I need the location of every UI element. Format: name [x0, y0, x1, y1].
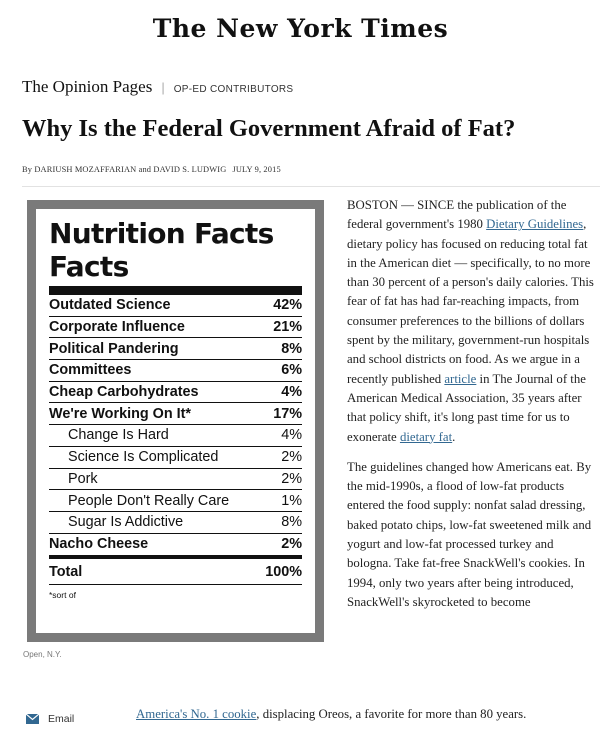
- section-header: The Opinion Pages | OP-ED CONTRIBUTORS: [22, 77, 293, 97]
- label-row: Cheap Carbohydrates 4%: [49, 382, 302, 404]
- envelope-icon: [26, 714, 39, 724]
- row-name: Sugar Is Addictive: [68, 514, 184, 531]
- label-row: Nacho Cheese 2%: [49, 534, 302, 556]
- label-thick-rule: [49, 286, 302, 295]
- label-row: Political Pandering 8%: [49, 338, 302, 361]
- paragraph-text: .: [452, 429, 456, 444]
- row-value: 4%: [281, 384, 302, 401]
- row-name: Nacho Cheese: [49, 536, 149, 553]
- paragraph-text: , dietary policy has focused on reducing…: [347, 217, 594, 386]
- label-subrow: People Don't Really Care 1%: [49, 490, 302, 512]
- row-value: 6%: [281, 362, 302, 379]
- label-title-line1: Nutrition Facts: [49, 217, 274, 250]
- article-headline: Why Is the Federal Government Afraid of …: [22, 115, 516, 142]
- masthead-logo[interactable]: The New York Times: [152, 14, 449, 43]
- label-total-row: Total 100%: [49, 559, 302, 586]
- label-title-line2: Facts: [49, 250, 129, 283]
- label-subrow: Sugar Is Addictive 8%: [49, 512, 302, 534]
- label-title: Nutrition Facts Facts: [49, 217, 302, 283]
- row-name: Change Is Hard: [68, 427, 169, 444]
- label-medium-rule: [49, 555, 302, 560]
- image-credit: Open, N.Y.: [23, 650, 62, 659]
- label-subrow: Change Is Hard 4%: [49, 425, 302, 447]
- row-name: Political Pandering: [49, 340, 179, 357]
- row-value: 1%: [281, 492, 302, 509]
- article-body: BOSTON — SINCE the publication of the fe…: [347, 196, 595, 623]
- section-title-link[interactable]: The Opinion Pages: [22, 77, 153, 96]
- total-label: Total: [49, 563, 83, 580]
- row-value: 4%: [281, 427, 302, 444]
- row-value: 8%: [281, 514, 302, 531]
- byline-date: JULY 9, 2015: [232, 165, 281, 174]
- no1-cookie-link[interactable]: America's No. 1 cookie: [136, 707, 257, 721]
- row-value: 17%: [273, 405, 302, 422]
- paragraph-text: BOSTON — SINCE the publication of the fe…: [347, 198, 567, 232]
- label-row: We're Working On It* 17%: [49, 403, 302, 426]
- label-row: Outdated Science 42%: [49, 295, 302, 317]
- label-row: Corporate Influence 21%: [49, 317, 302, 339]
- label-subrow: Pork 2%: [49, 469, 302, 491]
- article-paragraph: The guidelines changed how Americans eat…: [347, 459, 592, 609]
- header-divider: [22, 186, 600, 187]
- nutrition-facts-illustration: Nutrition Facts Facts Outdated Science 42…: [27, 200, 324, 642]
- row-name: We're Working On It*: [49, 405, 192, 422]
- article-paragraph: BOSTON — SINCE the publication of the fe…: [347, 196, 595, 447]
- email-share-button[interactable]: Email: [26, 713, 74, 725]
- row-name: Committees: [49, 362, 132, 379]
- row-name: Cheap Carbohydrates: [49, 384, 199, 401]
- row-name: People Don't Really Care: [68, 492, 230, 509]
- row-name: Corporate Influence: [49, 319, 185, 336]
- article-link[interactable]: article: [444, 371, 477, 386]
- row-name: Pork: [68, 470, 98, 487]
- label-subrow: Science Is Complicated 2%: [49, 447, 302, 469]
- row-value: 8%: [281, 340, 302, 357]
- row-value: 2%: [281, 536, 302, 553]
- row-name: Outdated Science: [49, 297, 171, 314]
- label-footnote: *sort of: [49, 590, 76, 601]
- dietary-fat-link[interactable]: dietary fat: [399, 429, 453, 444]
- row-name: Science Is Complicated: [68, 449, 219, 466]
- row-value: 2%: [281, 470, 302, 487]
- row-value: 42%: [273, 297, 302, 314]
- row-value: 21%: [273, 319, 302, 336]
- nutrition-label: Nutrition Facts Facts Outdated Science 42…: [36, 209, 315, 633]
- label-row: Committees 6%: [49, 360, 302, 382]
- dietary-guidelines-link[interactable]: Dietary Guidelines: [486, 217, 584, 232]
- byline: By DARIUSH MOZAFFARIAN and DAVID S. LUDW…: [22, 165, 281, 174]
- paragraph-text: , displacing Oreos, a favorite for more …: [256, 707, 527, 721]
- section-separator: |: [161, 80, 165, 95]
- total-value: 100%: [265, 563, 302, 580]
- section-subtitle-link[interactable]: OP-ED CONTRIBUTORS: [173, 84, 294, 95]
- row-value: 2%: [281, 449, 302, 466]
- byline-authors: By DARIUSH MOZAFFARIAN and DAVID S. LUDW…: [22, 165, 227, 174]
- paragraph-text: in The Journal of the American Medical A…: [347, 371, 586, 444]
- email-label: Email: [48, 713, 75, 725]
- article-continued-line: America's No. 1 cookie, displacing Oreos…: [136, 707, 526, 722]
